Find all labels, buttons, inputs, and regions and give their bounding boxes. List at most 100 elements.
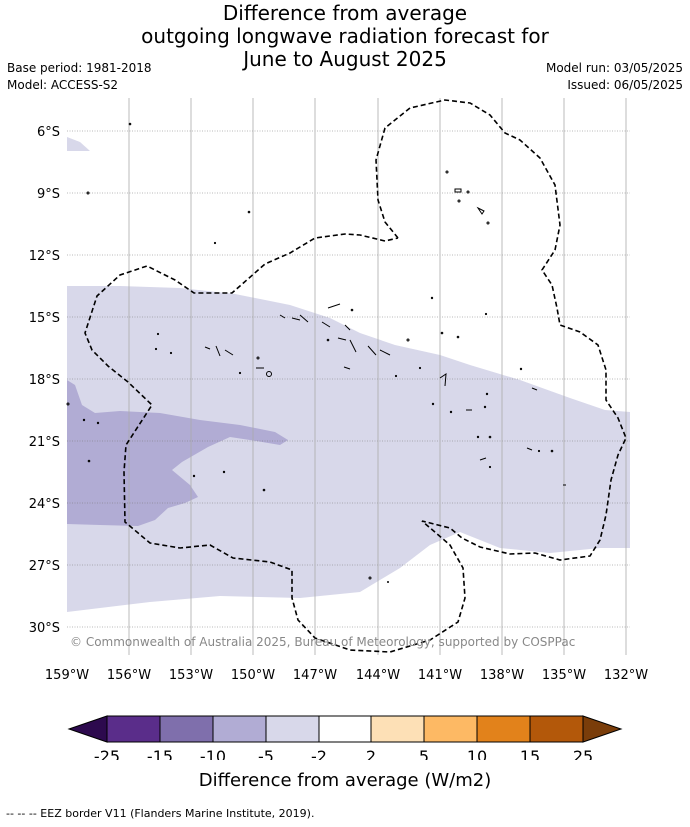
- colorbar-bin: [370, 715, 425, 743]
- lat-label: 6°S: [37, 125, 60, 140]
- island: [86, 191, 90, 195]
- island: [299, 314, 309, 323]
- lon-label: 147°W: [293, 668, 337, 683]
- island: [519, 367, 523, 371]
- island: [488, 465, 492, 469]
- copyright-notice: © Commonwealth of Australia 2025, Bureau…: [70, 635, 575, 649]
- colorbar-tick: -15: [147, 747, 173, 760]
- colorbar-tick: -2: [311, 747, 327, 760]
- map-title-line-1: Difference from average: [222, 1, 468, 25]
- island: [445, 170, 449, 174]
- anomaly-shading: [67, 137, 630, 612]
- island: [156, 332, 160, 336]
- island: [222, 470, 226, 474]
- lat-label: 27°S: [29, 559, 60, 574]
- island: [537, 449, 541, 453]
- island: [349, 339, 357, 353]
- lat-label: 18°S: [29, 373, 60, 388]
- island: [406, 338, 410, 342]
- island: [154, 347, 158, 351]
- island: [526, 447, 533, 451]
- island: [321, 321, 331, 328]
- island: [169, 351, 173, 355]
- island: [466, 190, 470, 194]
- model-run-label: Model run: 03/05/2025: [545, 61, 683, 75]
- island: [96, 421, 100, 425]
- island: [486, 221, 490, 225]
- island: [262, 488, 266, 492]
- island: [326, 338, 330, 342]
- colorbar-max-extension: [582, 715, 623, 743]
- lat-label: 30°S: [29, 621, 60, 636]
- island: [457, 199, 461, 203]
- island: [337, 337, 347, 341]
- colorbar-tick: 15: [520, 747, 540, 760]
- shade-light-main: [67, 286, 630, 612]
- colorbar-bin: [106, 715, 161, 743]
- island: [418, 366, 422, 370]
- island: [476, 206, 485, 215]
- island: [279, 314, 286, 319]
- lon-label: 156°W: [107, 668, 151, 683]
- island: [224, 349, 234, 356]
- island: [440, 331, 444, 335]
- island: [431, 402, 435, 406]
- longitude-axis: 159°W 156°W 153°W 150°W 147°W 144°W 141°…: [45, 668, 648, 683]
- island: [87, 459, 91, 463]
- island: [213, 241, 217, 245]
- lat-label: 12°S: [29, 249, 60, 264]
- island: [456, 335, 460, 339]
- island: [204, 346, 211, 350]
- shade-light-northwest: [67, 137, 90, 151]
- island: [66, 402, 70, 406]
- colorbar-bin: [423, 715, 478, 743]
- lat-label: 9°S: [37, 187, 60, 202]
- island: [327, 303, 341, 309]
- island: [430, 296, 434, 300]
- lat-label: 15°S: [29, 311, 60, 326]
- island: [454, 188, 462, 193]
- latitude-axis: 6°S 9°S 12°S 15°S 18°S 21°S 24°S 27°S 30…: [29, 125, 60, 636]
- island: [439, 373, 447, 387]
- map-title-line-3: June to August 2025: [243, 47, 447, 71]
- lon-label: 144°W: [356, 668, 400, 683]
- lon-label: 159°W: [45, 668, 89, 683]
- lat-label: 21°S: [29, 435, 60, 450]
- island: [550, 449, 554, 453]
- island: [476, 435, 480, 439]
- island: [192, 474, 196, 478]
- colorbar-tick: 10: [467, 747, 487, 760]
- island: [266, 371, 272, 377]
- colorbar-tick: -10: [200, 747, 226, 760]
- island: [394, 374, 398, 378]
- map-title-line-2: outgoing longwave radiation forecast for: [141, 24, 549, 48]
- island: [531, 387, 538, 391]
- lon-label: 132°W: [604, 668, 648, 683]
- island: [344, 324, 351, 331]
- island: [343, 366, 351, 370]
- lon-label: 138°W: [480, 668, 524, 683]
- colorbar: [67, 715, 623, 743]
- issued-label: Issued: 06/05/2025: [567, 78, 683, 92]
- colorbar-tick: 2: [366, 747, 376, 760]
- island: [368, 576, 372, 580]
- island: [479, 457, 487, 461]
- forecast-map: 6°S 9°S 12°S 15°S 18°S 21°S 24°S 27°S 30…: [29, 98, 648, 760]
- colorbar-title: Difference from average (W/m2): [198, 770, 492, 791]
- island: [379, 349, 391, 356]
- island: [82, 418, 86, 422]
- lon-label: 135°W: [542, 668, 586, 683]
- model-label: Model: ACCESS-S2: [7, 78, 119, 92]
- base-period-label: Base period: 1981-2018: [7, 61, 152, 75]
- island: [367, 345, 377, 356]
- island: [484, 312, 488, 316]
- lon-label: 141°W: [418, 668, 462, 683]
- island: [485, 392, 489, 396]
- colorbar-tick: 25: [573, 747, 593, 760]
- colorbar-tick: -5: [258, 747, 274, 760]
- colorbar-bin: [212, 715, 267, 743]
- colorbar-bin: [529, 715, 584, 743]
- shade-medium-west: [67, 380, 288, 526]
- island: [488, 435, 492, 439]
- island: [128, 122, 132, 126]
